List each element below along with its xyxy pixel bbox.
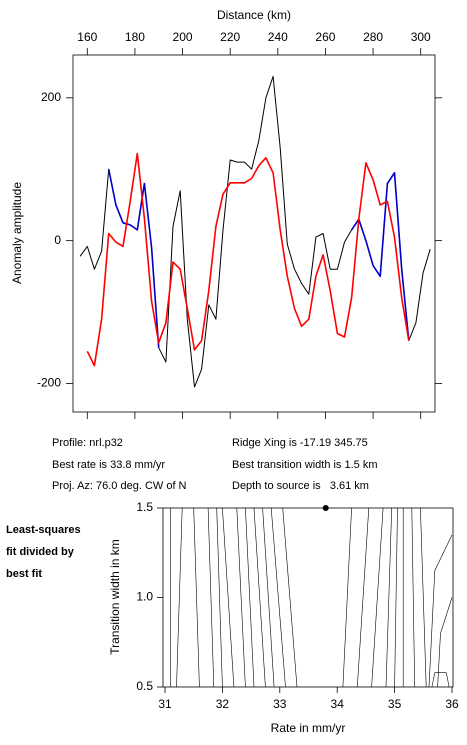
contour-line [428, 534, 453, 688]
y-tick-label: 1.5 [136, 500, 153, 514]
contour-line [216, 507, 223, 688]
x-tick-label: 280 [363, 30, 383, 44]
contour-line [431, 672, 450, 688]
x-tick-label: 240 [268, 30, 288, 44]
x-tick-label: 31 [158, 697, 172, 711]
note: Least-squares [6, 524, 81, 536]
contour-line [357, 507, 370, 688]
info-text: Ridge Xing is -17.19 345.75 [232, 437, 368, 449]
info-text: Profile: nrl.p32 [52, 437, 123, 449]
x-tick-label: 34 [331, 697, 345, 711]
data-line [107, 169, 410, 348]
contour-line [262, 507, 275, 688]
info-text: Proj. Az: 76.0 deg. CW of N [52, 480, 187, 492]
contour-line [342, 507, 352, 688]
y-tick-label: 1.0 [136, 590, 153, 604]
x-axis-title: Rate in mm/yr [271, 721, 346, 735]
contour-line [207, 507, 215, 688]
contour-line [236, 507, 246, 688]
plot-frame [72, 54, 436, 413]
x-tick-label: 36 [445, 697, 459, 711]
contour-line [282, 507, 298, 688]
x-tick-label: 160 [77, 30, 97, 44]
y-tick-label: -200 [37, 376, 61, 390]
data-line [86, 152, 410, 367]
contour-line [411, 507, 415, 688]
x-tick-label: 180 [125, 30, 145, 44]
y-axis-title: Transition width in km [108, 539, 122, 655]
best-fit-point [322, 505, 329, 511]
x-tick-label: 35 [388, 697, 402, 711]
x-axis-title: Distance (km) [217, 8, 291, 22]
contour-line [394, 507, 398, 688]
note: fit divided by [6, 546, 75, 558]
info-text: Depth to source is 3.61 km [232, 480, 369, 492]
contour-line [420, 507, 427, 688]
x-tick-label: 260 [315, 30, 335, 44]
contour-line [222, 507, 235, 688]
contour-line [253, 507, 266, 688]
x-tick-label: 300 [411, 30, 431, 44]
y-axis-title: Anomaly amplitude [10, 182, 24, 284]
contour-line [437, 597, 453, 688]
data-line [79, 75, 431, 388]
note: best fit [6, 568, 42, 580]
contour-line [270, 507, 286, 688]
x-tick-label: 33 [273, 697, 287, 711]
contour-line [245, 507, 255, 688]
x-tick-label: 200 [173, 30, 193, 44]
info-text: Best transition width is 1.5 km [232, 459, 378, 471]
contour-line [193, 507, 200, 688]
x-tick-label: 32 [216, 697, 230, 711]
contour-line [385, 507, 392, 688]
contour-line [371, 507, 384, 688]
info-text: Best rate is 33.8 mm/yr [52, 459, 165, 471]
y-tick-label: 200 [41, 90, 61, 104]
plot-frame [162, 507, 454, 688]
y-tick-label: 0 [54, 233, 61, 247]
y-tick-label: 0.5 [136, 679, 153, 693]
x-tick-label: 220 [220, 30, 240, 44]
contour-line [176, 507, 183, 688]
